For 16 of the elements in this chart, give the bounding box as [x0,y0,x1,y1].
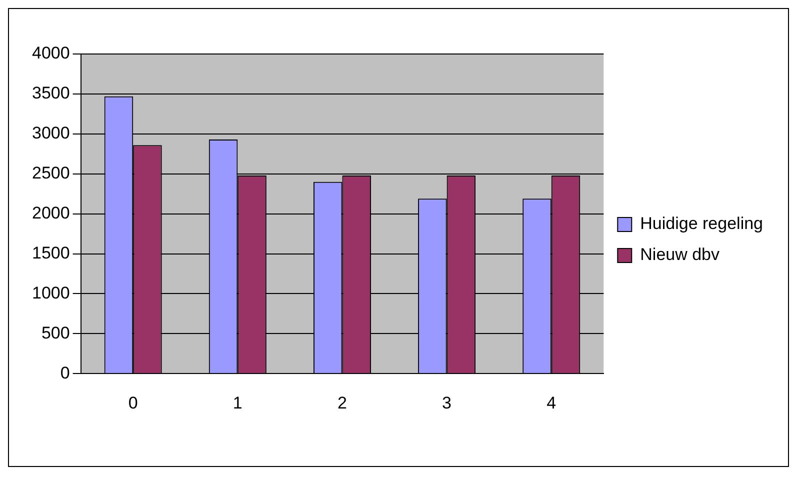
y-tick-label: 0 [60,363,70,382]
y-tick-label: 1500 [32,243,70,262]
x-tick-label: 2 [337,393,347,412]
legend-label: Huidige regeling [640,214,764,234]
y-tick-label: 3500 [32,84,70,103]
x-tick-label: 4 [546,393,556,412]
x-tick-label: 3 [442,393,452,412]
x-tick-label: 1 [232,393,242,412]
legend-label: Nieuw dbv [640,245,720,264]
y-tick-label: 500 [41,323,70,342]
y-tick-label: 4000 [32,44,70,63]
y-tick-label: 2000 [32,203,70,222]
y-tick-label: 3000 [32,124,70,143]
y-tick-label: 2500 [32,164,70,183]
y-tick-label: 1000 [32,283,70,302]
x-tick-label: 0 [128,393,138,412]
